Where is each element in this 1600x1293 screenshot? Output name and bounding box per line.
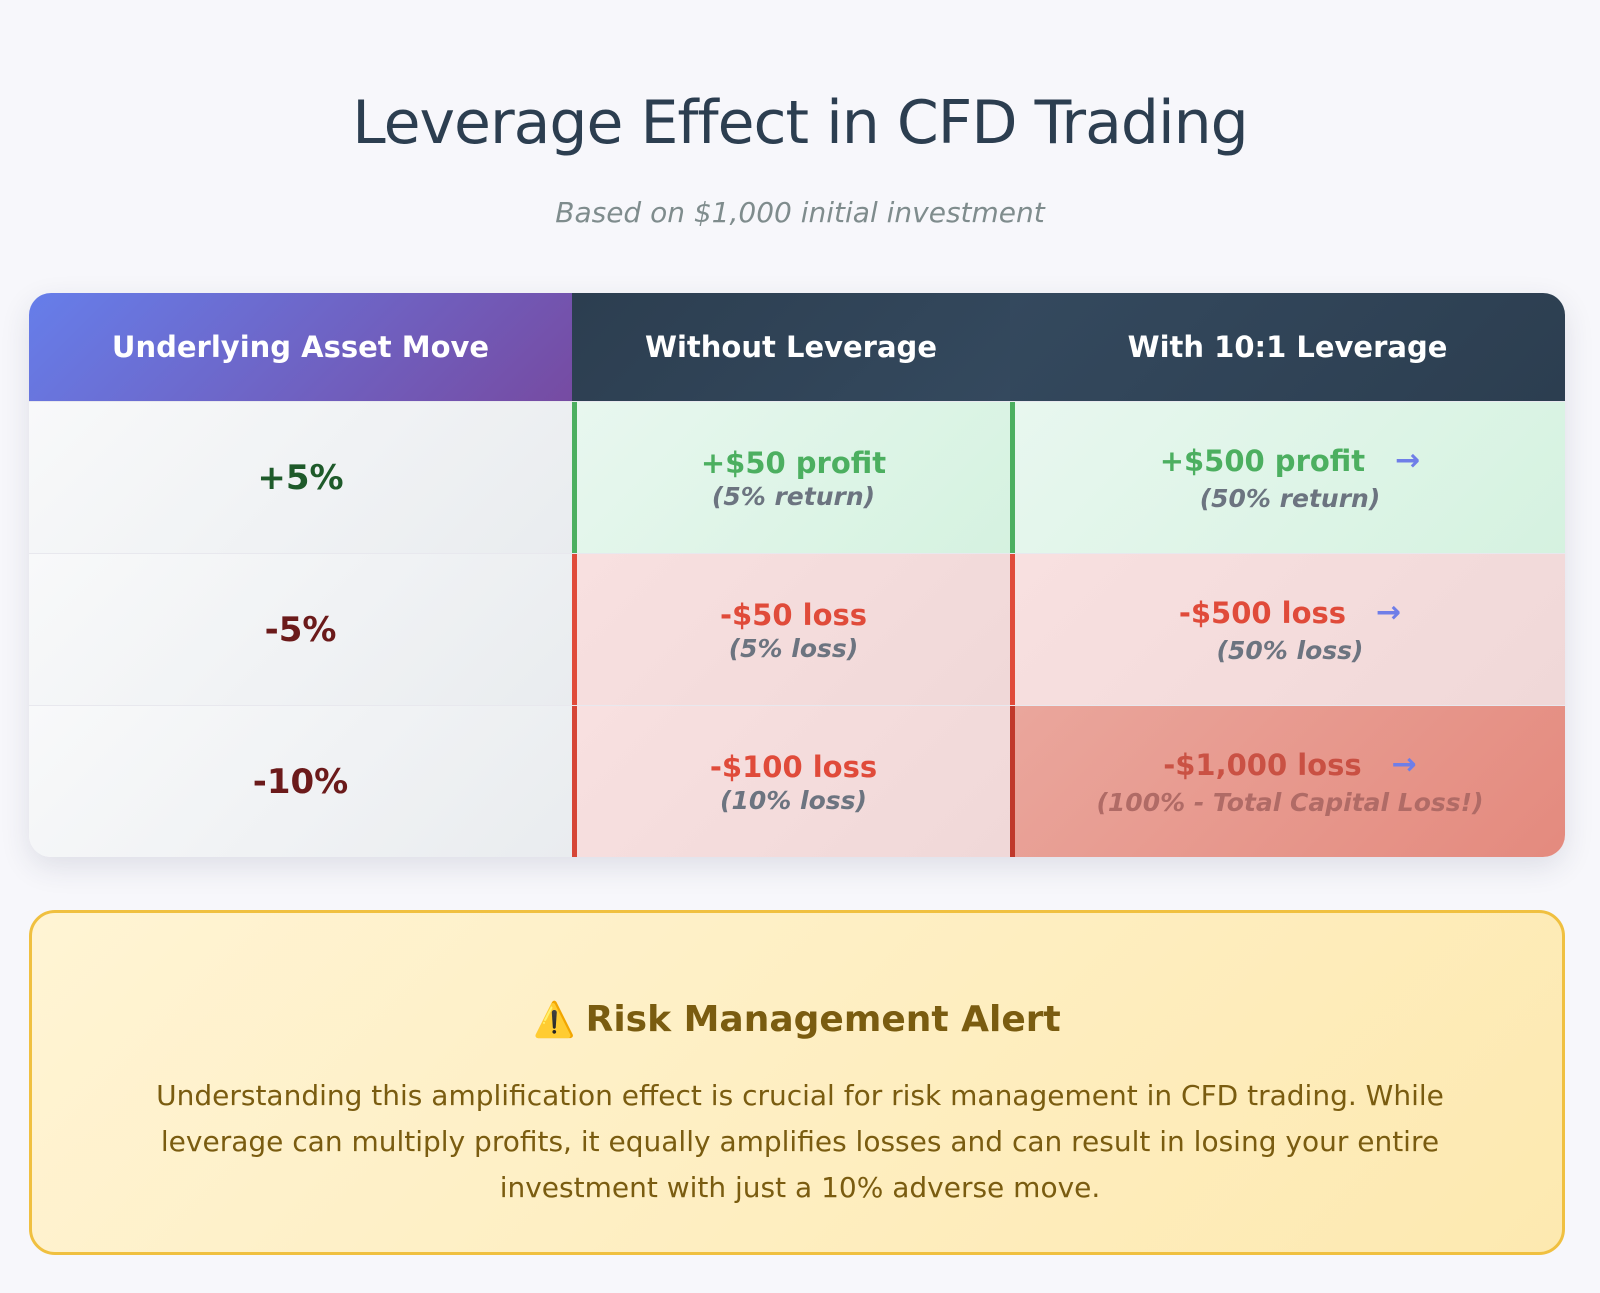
with-leverage-amount-line: -$1,000 loss → (1163, 747, 1417, 782)
warning-icon: ⚠️ (533, 1000, 576, 1040)
leverage-table: Underlying Asset Move Without Leverage W… (29, 293, 1565, 857)
without-leverage-cell: -$50 loss (5% loss) (572, 554, 1010, 706)
risk-alert-box: ⚠️ Risk Management Alert Understanding th… (29, 910, 1565, 1255)
alert-title-line: ⚠️ Risk Management Alert (32, 999, 1562, 1040)
table-row: -10% -$100 loss (10% loss) -$1,000 loss … (29, 705, 1565, 857)
column-header-with-leverage: With 10:1 Leverage (1010, 293, 1565, 401)
with-leverage-amount: -$1,000 loss (1163, 747, 1362, 782)
asset-move-cell: -5% (29, 554, 572, 706)
alert-title: Risk Management Alert (585, 999, 1061, 1040)
asset-move-cell: -10% (29, 706, 572, 857)
asset-move-value: +5% (257, 458, 344, 498)
page-title: Leverage Effect in CFD Trading (352, 88, 1248, 158)
table-header-row: Underlying Asset Move Without Leverage W… (29, 293, 1565, 401)
with-leverage-amount: -$500 loss (1178, 595, 1347, 630)
asset-move-cell: +5% (29, 402, 572, 554)
with-leverage-note: (100% - Total Capital Loss!) (1096, 788, 1484, 817)
without-leverage-amount: +$50 profit (700, 445, 887, 480)
column-header-asset-move: Underlying Asset Move (29, 293, 572, 401)
arrow-right-icon: → (1376, 595, 1402, 630)
without-leverage-amount: -$50 loss (719, 597, 868, 632)
column-header-without-leverage: Without Leverage (572, 293, 1010, 401)
table-row: -5% -$50 loss (5% loss) -$500 loss → (50… (29, 553, 1565, 706)
arrow-right-icon: → (1391, 747, 1417, 782)
page-subtitle: Based on $1,000 initial investment (555, 196, 1045, 229)
without-leverage-note: (10% loss) (720, 785, 867, 815)
without-leverage-cell: +$50 profit (5% return) (572, 402, 1010, 554)
with-leverage-cell-critical: -$1,000 loss → (100% - Total Capital Los… (1010, 706, 1565, 857)
with-leverage-cell: -$500 loss → (50% loss) (1010, 554, 1565, 706)
arrow-right-icon: → (1395, 443, 1421, 478)
with-leverage-cell: +$500 profit → (50% return) (1010, 402, 1565, 554)
with-leverage-amount-line: -$500 loss → (1179, 595, 1401, 630)
with-leverage-amount: +$500 profit (1159, 443, 1366, 478)
with-leverage-amount-line: +$500 profit → (1160, 443, 1421, 478)
without-leverage-amount: -$100 loss (709, 749, 878, 784)
asset-move-value: -10% (252, 762, 349, 802)
alert-text: Understanding this amplification effect … (156, 1079, 1444, 1204)
with-leverage-note: (50% loss) (1216, 636, 1364, 665)
without-leverage-note: (5% return) (711, 481, 876, 511)
with-leverage-note: (50% return) (1199, 484, 1381, 513)
without-leverage-note: (5% loss) (728, 633, 859, 663)
without-leverage-cell: -$100 loss (10% loss) (572, 706, 1010, 857)
table-row: +5% +$50 profit (5% return) +$500 profit… (29, 401, 1565, 554)
asset-move-value: -5% (264, 610, 337, 650)
